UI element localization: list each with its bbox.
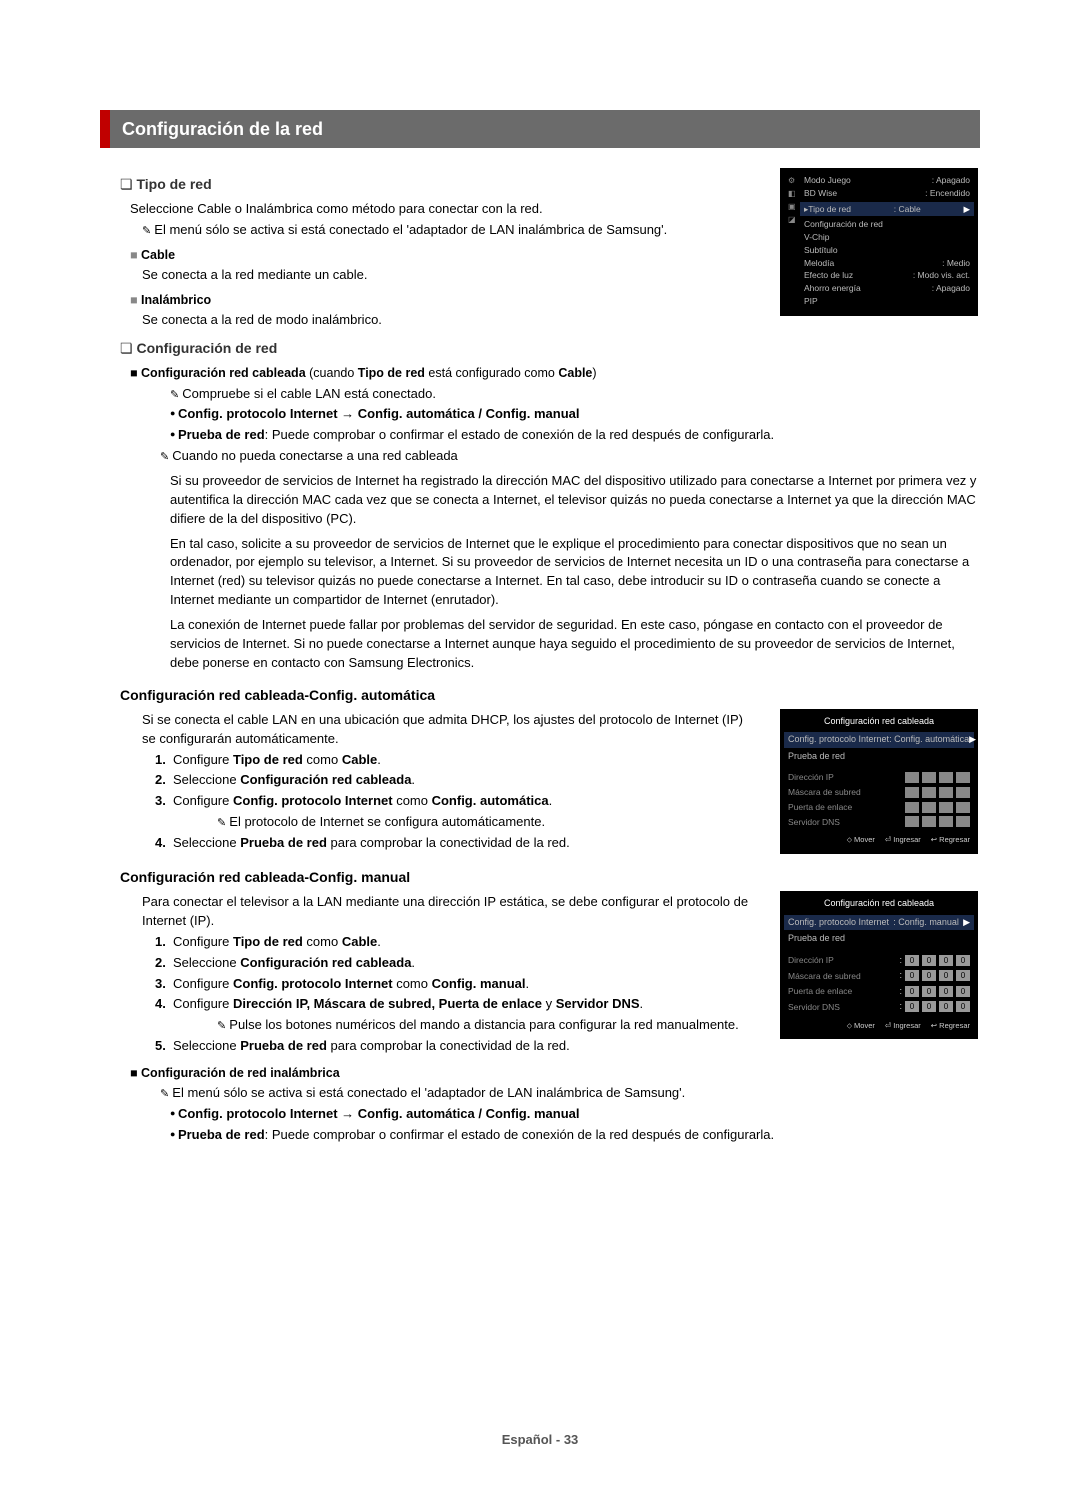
item-wired-config: Configuración red cableada (cuando Tipo … [130, 364, 980, 382]
bullet-wireless-prueba: Prueba de red: Puede comprobar o confirm… [170, 1126, 980, 1145]
heading-tipo-de-red: Tipo de red [120, 174, 760, 194]
step-manual-5: 5.Seleccione Prueba de red para comproba… [155, 1037, 760, 1056]
tv-modo-juego-v: : Apagado [932, 174, 970, 187]
tv-auto-gw: Puerta de enlace [788, 801, 905, 814]
footer-lang: Español - [502, 1432, 564, 1447]
note-manual-remote: Pulse los botones numéricos del mando a … [217, 1016, 760, 1035]
step-manual-1: 1.Configure Tipo de red como Cable. [155, 933, 760, 952]
heading-config-red: Configuración de red [120, 338, 980, 358]
note-adapter: El menú sólo se activa si está conectado… [142, 221, 760, 240]
item-wireless-config: Configuración de red inalámbrica [130, 1064, 980, 1082]
tv-panel-main: ⚙◧▣◪ Modo Juego : Apagado BD Wise : Encend… [780, 168, 978, 316]
step-auto-2: 2.Seleccione Configuración red cableada. [155, 771, 760, 790]
tv-manual-mask: Máscara de subred [788, 970, 899, 983]
tv-ahorro-v: : Apagado [932, 282, 970, 295]
tv-auto-prueba: Prueba de red [788, 750, 845, 764]
tv-manual-ip: Dirección IP [788, 954, 899, 967]
arrow-right-icon: ▶ [963, 916, 970, 930]
tv-panel-auto: Configuración red cableada Config. proto… [780, 709, 978, 854]
step-manual-3: 3.Configure Config. protocolo Internet c… [155, 975, 760, 994]
step-auto-1: 1.Configure Tipo de red como Cable. [155, 751, 760, 770]
tv-auto-dns: Servidor DNS [788, 816, 905, 829]
tv-efecto: Efecto de luz [804, 269, 853, 282]
tv-mover: ⬦ Mover [847, 834, 875, 845]
note-auto-protocol: El protocolo de Internet se configura au… [217, 813, 760, 832]
page-footer: Español - 33 [0, 1431, 1080, 1450]
bullet-prueba: Prueba de red: Puede comprobar o confirm… [170, 426, 980, 445]
tv-ingresar: ⏎ Ingresar [885, 1020, 921, 1031]
note-wireless-adapter: El menú sólo se activa si está conectado… [160, 1084, 980, 1103]
tv-subtitulo: Subtítulo [804, 244, 838, 257]
tv-ingresar: ⏎ Ingresar [885, 834, 921, 845]
step-manual-4: 4.Configure Dirección IP, Máscara de sub… [155, 995, 760, 1014]
tv-tipo-red: ▸Tipo de red [804, 203, 851, 216]
tv-config-red: Configuración de red [804, 218, 883, 231]
tv-panel-manual: Configuración red cableada Config. proto… [780, 891, 978, 1039]
note-check-lan: Compruebe si el cable LAN está conectado… [170, 385, 980, 404]
bullet-protocol: Config. protocolo Internet → Config. aut… [170, 405, 980, 424]
tv-ahorro: Ahorro energía [804, 282, 861, 295]
tv-manual-dns: Servidor DNS [788, 1001, 899, 1014]
step-manual-2: 2.Seleccione Configuración red cableada. [155, 954, 760, 973]
tv-auto-protocol-v: : Config. automática [889, 733, 969, 747]
item-cable: Cable [130, 246, 760, 264]
tv-modo-juego: Modo Juego [804, 174, 851, 187]
section-header: Configuración de la red [100, 110, 980, 148]
tv-manual-prueba: Prueba de red [788, 932, 845, 946]
tv-auto-protocol: Config. protocolo Internet [788, 733, 889, 747]
step-auto-3: 3.Configure Config. protocolo Internet c… [155, 792, 760, 811]
tv-sidebar-icons: ⚙◧▣◪ [788, 174, 804, 308]
heading-auto-config: Configuración red cableada-Config. autom… [120, 685, 980, 705]
text-intro: Seleccione Cable o Inalámbrica como méto… [130, 200, 760, 219]
item-inalambrico: Inalámbrico [130, 291, 760, 309]
paragraph-isp: En tal caso, solicite a su proveedor de … [170, 535, 980, 610]
arrow-right-icon: ▶ [969, 733, 976, 747]
tv-auto-mask: Máscara de subred [788, 786, 905, 799]
tv-vchip: V-Chip [804, 231, 830, 244]
tv-manual-title: Configuración red cableada [788, 897, 970, 911]
footer-page: 33 [564, 1432, 578, 1447]
tv-manual-protocol-v: : Config. manual [893, 916, 959, 930]
heading-manual-config: Configuración red cableada-Config. manua… [120, 867, 980, 887]
text-inalambrico-desc: Se conecta a la red de modo inalámbrico. [142, 311, 760, 330]
tv-bdwise: BD Wise [804, 187, 837, 200]
tv-mover: ⬦ Mover [847, 1020, 875, 1031]
tv-regresar: ↩ Regresar [931, 1020, 970, 1031]
tv-regresar: ↩ Regresar [931, 834, 970, 845]
paragraph-mac: Si su proveedor de servicios de Internet… [170, 472, 980, 529]
tv-melodia-v: : Medio [942, 257, 970, 270]
tv-manual-protocol: Config. protocolo Internet [788, 916, 889, 930]
tv-efecto-v: : Modo vis. act. [913, 269, 970, 282]
tv-auto-ip: Dirección IP [788, 771, 905, 784]
arrow-right-icon: ▶ [963, 203, 970, 216]
tv-manual-gw: Puerta de enlace [788, 985, 899, 998]
note-cannot-connect: Cuando no pueda conectarse a una red cab… [160, 447, 980, 466]
tv-tipo-red-v: : Cable [894, 203, 921, 216]
tv-pip: PIP [804, 295, 818, 308]
text-cable-desc: Se conecta a la red mediante un cable. [142, 266, 760, 285]
tv-melodia: Melodía [804, 257, 834, 270]
bullet-wireless-protocol: Config. protocolo Internet → Config. aut… [170, 1105, 980, 1124]
tv-auto-title: Configuración red cableada [788, 715, 970, 729]
tv-bdwise-v: : Encendido [925, 187, 970, 200]
text-manual-intro: Para conectar el televisor a la LAN medi… [142, 893, 760, 931]
step-auto-4: 4.Seleccione Prueba de red para comproba… [155, 834, 760, 853]
text-auto-intro: Si se conecta el cable LAN en una ubicac… [142, 711, 760, 749]
paragraph-security: La conexión de Internet puede fallar por… [170, 616, 980, 673]
